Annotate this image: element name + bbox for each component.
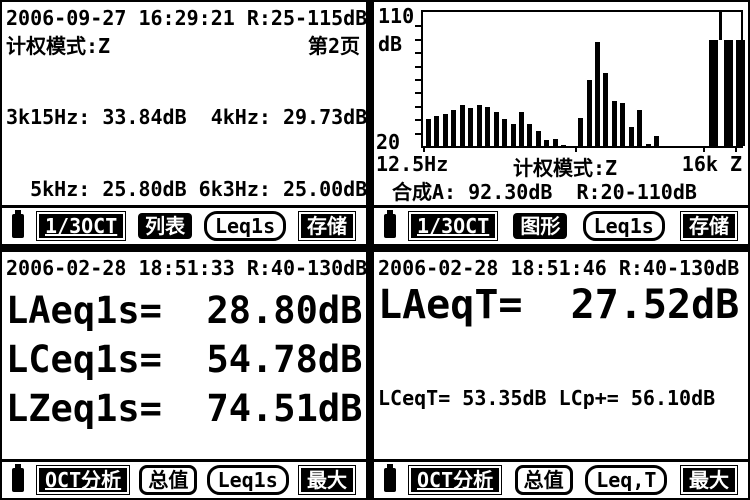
softkey-mode-button[interactable]: 1/3OCT [36, 211, 127, 241]
battery-icon [12, 210, 24, 238]
y-axis-max-label: 110 [378, 4, 415, 28]
spectrum-bar [595, 42, 600, 146]
readout-LCeq1s: LCeq1s= 54.78dB [6, 338, 363, 381]
spectrum-bar [552, 139, 558, 146]
spectrum-bar [426, 119, 431, 146]
spectrum-bar [476, 105, 482, 146]
header-datetime-range: 2006-02-28 18:51:33 R:40-130dB [6, 256, 366, 280]
header-datetime-range: 2006-02-28 18:51:46 R:40-130dB [378, 256, 740, 280]
chart-weighting-mode-label: 计权模式:Z [512, 156, 618, 180]
readout-LAeq1s: LAeq1s= 28.80dB [6, 289, 363, 332]
softkey-view-button[interactable]: 总值 [139, 465, 198, 495]
spectrum-bar [654, 136, 660, 146]
softkey-mode-button[interactable]: 1/3OCT [408, 211, 499, 241]
softkey-bar: 1/3OCT 列表 Leq1s 存储 [2, 205, 366, 244]
softkey-bar: 1/3OCT 图形 Leq1s 存储 [374, 205, 748, 244]
spectrum-bar [527, 124, 533, 146]
softkey-store-button[interactable]: 存储 [298, 211, 356, 241]
chart-status-line: 合成A: 92.30dB R:20-110dB [392, 180, 697, 204]
spectrum-row: 5kHz: 25.80dB 6k3Hz: 25.00dB [6, 177, 366, 201]
x-axis-tick [575, 146, 577, 152]
spectrum-bar [518, 112, 524, 146]
spectrum-bar [485, 107, 491, 146]
spectrum-bar [493, 112, 499, 146]
softkey-bar: OCT分析 总值 Leq1s 最大 [2, 459, 366, 498]
y-axis-tick [415, 133, 421, 135]
battery-icon [12, 464, 24, 492]
summary-bar [709, 40, 718, 146]
battery-icon [384, 464, 396, 492]
y-axis-tick [415, 92, 421, 94]
y-axis-tick [415, 52, 421, 54]
softkey-time-button[interactable]: Leq1s [206, 465, 289, 495]
spectrum-bar [459, 105, 465, 146]
y-axis-tick [415, 25, 421, 27]
x-axis-tick [423, 146, 425, 152]
summary-bar [736, 40, 745, 146]
x-axis-tick [735, 146, 737, 152]
spectrum-row: 3k15Hz: 33.84dB 4kHz: 29.73dB [6, 105, 366, 129]
y-axis-tick [415, 119, 421, 121]
y-axis-tick [415, 79, 421, 81]
spectrum-bar [442, 114, 448, 146]
y-axis-unit-label: dB [378, 32, 403, 56]
spectrum-bar [510, 124, 516, 146]
softkey-bar: OCT分析 总值 Leq,T 最大 [374, 459, 748, 498]
y-axis-tick [415, 106, 421, 108]
spectrum-bar [502, 119, 508, 146]
spectrum-bar [586, 80, 592, 146]
spectrum-bar [637, 110, 643, 146]
softkey-time-button[interactable]: Leq1s [203, 211, 287, 241]
softkey-time-button[interactable]: Leq1s [582, 211, 665, 241]
y-axis-min-label: 20 [376, 130, 401, 154]
spectrum-bar [603, 73, 609, 146]
spectrum-bar [468, 108, 474, 146]
y-axis-tick [415, 66, 421, 68]
summary-bar [724, 40, 733, 146]
screen-totals-T: 2006-02-28 18:51:46 R:40-130dB LAeqT= 27… [374, 252, 748, 498]
spectrum-bar [451, 110, 457, 146]
chart-plot [415, 10, 745, 152]
readout-LZeq1s: LZeq1s= 74.51dB [6, 387, 363, 430]
softkey-time-button[interactable]: Leq,T [585, 465, 668, 495]
chart-cursor-line [719, 12, 722, 40]
softkey-mode-button[interactable]: OCT分析 [408, 465, 503, 495]
spectrum-bar [535, 131, 541, 146]
spectrum-bar [434, 116, 440, 146]
header-datetime-range: 2006-09-27 16:29:21 R:25-115dB [6, 6, 366, 30]
spectrum-bar [578, 118, 584, 146]
battery-icon [384, 210, 396, 238]
x-axis-left-label: 12.5Hz [376, 152, 449, 176]
screen-totals-1s: 2006-02-28 18:51:33 R:40-130dB LAeq1s= 2… [2, 252, 366, 498]
spectrum-bar [620, 103, 626, 146]
softkey-view-button[interactable]: 列表 [138, 213, 193, 239]
softkey-view-button[interactable]: 总值 [514, 465, 573, 495]
softkey-store-button[interactable]: 存储 [679, 211, 738, 241]
screen-spectrum-graph: 110 dB 20 12.5Hz 计权模式:Z 16k Z 合成A: 92.30… [374, 2, 748, 244]
y-axis-tick [415, 39, 421, 41]
spectrum-bar [561, 145, 567, 146]
softkey-view-button[interactable]: 图形 [513, 213, 568, 239]
weighting-mode-label: 计权模式:Z [6, 34, 111, 58]
screen-spectrum-list: 2006-09-27 16:29:21 R:25-115dB 计权模式:Z 第2… [2, 2, 366, 244]
x-axis-tick [703, 146, 705, 152]
x-axis-right-label: 16k Z [681, 152, 742, 176]
spectrum-bar [611, 101, 617, 146]
softkey-mode-button[interactable]: OCT分析 [36, 465, 131, 495]
spectrum-bar [628, 127, 634, 146]
readout-row: LCeqT= 53.35dB LCp+= 56.10dB [378, 386, 716, 410]
softkey-max-button[interactable]: 最大 [679, 465, 738, 495]
page-indicator: 第2页 [307, 34, 360, 58]
readout-LAeqT: LAeqT= 27.52dB [378, 282, 740, 328]
spectrum-bar [544, 140, 550, 146]
softkey-max-button[interactable]: 最大 [298, 465, 356, 495]
spectrum-bar [645, 144, 651, 146]
